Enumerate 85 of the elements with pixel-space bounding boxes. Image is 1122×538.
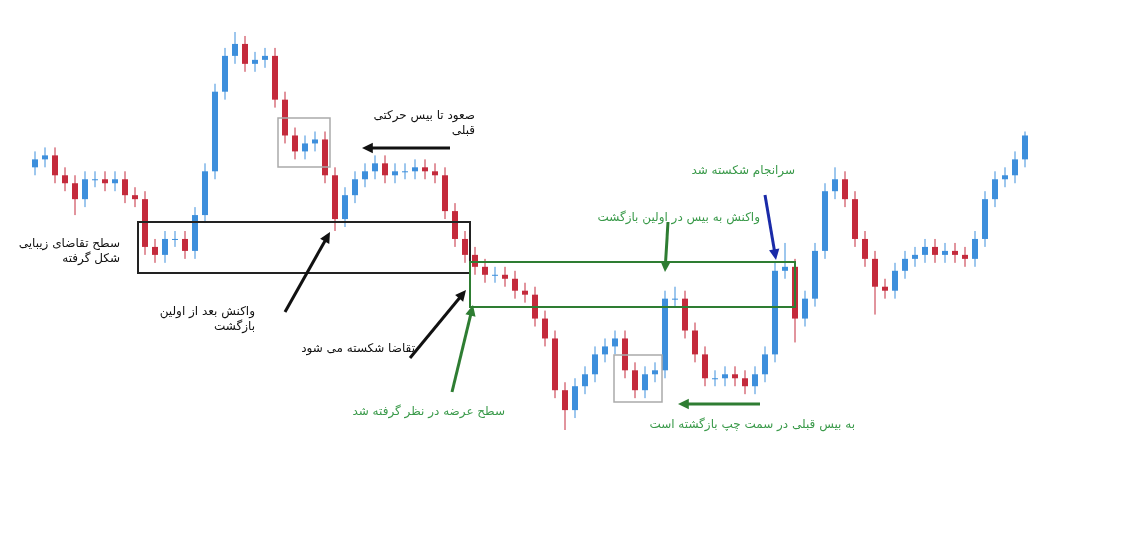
candlestick [582, 365, 588, 395]
candlestick [562, 381, 568, 430]
candlestick [892, 262, 898, 300]
candlestick [692, 322, 698, 363]
candlestick [362, 162, 368, 188]
candlestick [732, 365, 738, 387]
annotation: سطح عرضه در نظر گرفته شد [351, 404, 505, 419]
candlestick [402, 162, 408, 180]
candlestick [172, 230, 178, 248]
candlestick [72, 174, 78, 216]
candlestick [642, 365, 648, 399]
annotation: صعود تا بیس حرکتی قبلی [372, 108, 475, 138]
candlestick [52, 146, 58, 184]
candlestick [352, 170, 358, 204]
candlestick [182, 230, 188, 260]
annotation: واکنش به بیس در اولین بازگشت [596, 210, 760, 225]
candlestick [752, 365, 758, 395]
candlestick [962, 246, 968, 268]
candlestick [372, 154, 378, 180]
candlestick [882, 278, 888, 300]
candlestick [1002, 166, 1008, 188]
candlestick [32, 150, 38, 176]
candlestick [632, 361, 638, 399]
candlestick [262, 47, 268, 69]
candlestick [912, 246, 918, 268]
candlestick [1022, 131, 1028, 168]
candlestick [482, 258, 488, 284]
candlestick [722, 365, 728, 387]
candlestick [132, 186, 138, 208]
candlestick [432, 162, 438, 184]
annotation: سرانجام شکسته شد [690, 163, 795, 178]
candlestick [512, 270, 518, 300]
candlestick [762, 345, 768, 383]
candlestick [902, 250, 908, 280]
candlestick [312, 131, 318, 152]
candlestick [92, 170, 98, 188]
candlestick [712, 369, 718, 387]
candlestick [742, 369, 748, 395]
candlestick [1012, 150, 1018, 184]
candlestick [932, 238, 938, 264]
candlestick [412, 158, 418, 180]
candlestick [972, 230, 978, 268]
candlestick [652, 361, 658, 383]
candlestick [952, 242, 958, 264]
candlestick [462, 230, 468, 264]
candlestick [522, 282, 528, 304]
candlestick [672, 286, 678, 308]
candlestick [862, 230, 868, 268]
candlestick [162, 230, 168, 264]
candlestick [922, 238, 928, 264]
candlestick [942, 242, 948, 264]
candlestick [392, 162, 398, 184]
candlestick [382, 154, 388, 184]
annotation: واکنش بعد از اولین بازگشت [158, 304, 255, 334]
candlestick [502, 266, 508, 288]
candlestick [612, 330, 618, 355]
candlestick [592, 345, 598, 383]
candlestick [42, 146, 48, 168]
candlestick [702, 345, 708, 387]
candlestick [82, 170, 88, 208]
annotation: به بیس قبلی در سمت چپ بازگشته است [648, 417, 855, 432]
candlestick [532, 286, 538, 328]
candlestick [342, 186, 348, 228]
candlestick [252, 51, 258, 73]
candlestick [842, 170, 848, 208]
candlestick [832, 166, 838, 200]
candlestick [782, 242, 788, 280]
annotation: تقاضا شکسته می شود [300, 341, 415, 356]
candlestick [102, 170, 108, 192]
candlestick [152, 238, 158, 264]
candlestick [602, 337, 608, 363]
candlestick [232, 32, 238, 65]
candlestick [302, 134, 308, 160]
candlestick [242, 35, 248, 73]
candlestick [992, 170, 998, 208]
candlestick [112, 170, 118, 192]
candlestick [542, 310, 548, 347]
candlestick [292, 127, 298, 160]
candlestick [422, 158, 428, 180]
candlestick [122, 170, 128, 204]
candlestick [492, 266, 498, 284]
candlestick [802, 290, 808, 328]
candlestick [62, 166, 68, 192]
annotation: سطح تقاضای زیبایی شکل گرفته [17, 236, 120, 266]
candlestick [572, 377, 578, 419]
